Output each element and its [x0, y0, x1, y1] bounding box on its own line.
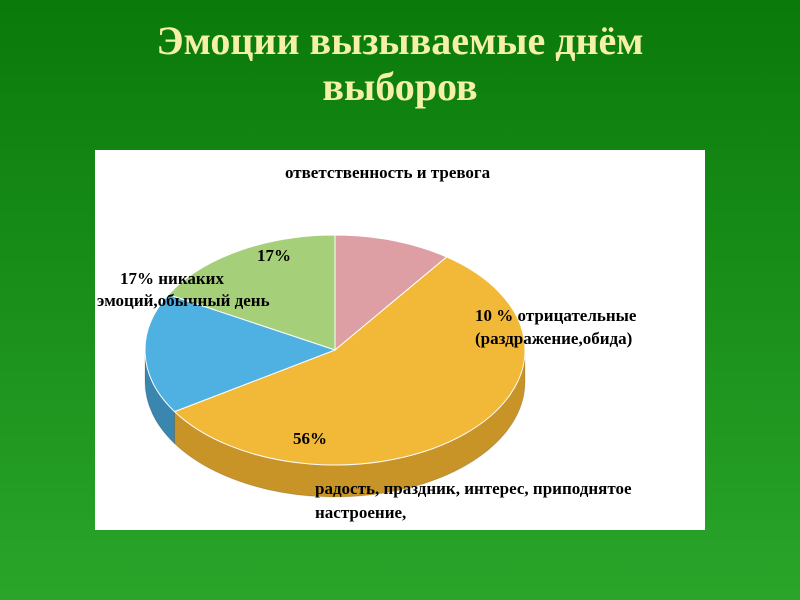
- label-joy-text2: настроение,: [315, 502, 406, 523]
- label-joy-text: радость, праздник, интерес, приподнятое: [315, 478, 632, 499]
- label-anxiety-pct: 17%: [257, 245, 291, 266]
- label-anxiety-text: ответственность и тревога: [285, 162, 490, 183]
- label-negative-pct: 10 % отрицательные: [475, 305, 636, 326]
- label-joy-pct: 56%: [293, 428, 327, 449]
- slide-title: Эмоции вызываемые днём выборов: [0, 0, 800, 110]
- label-none-text: эмоций,обычный день: [97, 290, 270, 311]
- pie-chart: 17% ответственность и тревога 10 % отриц…: [95, 150, 705, 530]
- chart-card: 17% ответственность и тревога 10 % отриц…: [95, 150, 705, 530]
- label-negative-text: (раздражение,обида): [475, 328, 632, 349]
- label-none-pct: 17% никаких: [120, 268, 224, 289]
- title-line-2: выборов: [322, 64, 477, 109]
- title-line-1: Эмоции вызываемые днём: [157, 18, 644, 63]
